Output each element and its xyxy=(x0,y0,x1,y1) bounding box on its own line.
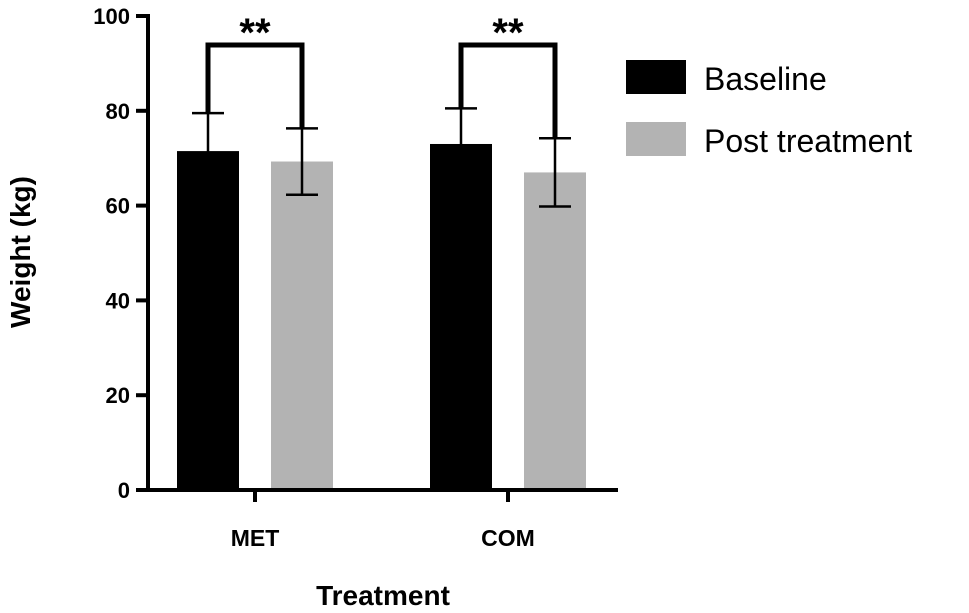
x-axis-title: Treatment xyxy=(316,580,450,611)
significance-bracket xyxy=(458,42,558,139)
legend-swatch xyxy=(626,122,686,156)
y-tick-label: 20 xyxy=(106,383,130,408)
x-tick-label: MET xyxy=(231,525,280,551)
legend: Baseline Post treatment xyxy=(626,60,912,159)
y-axis-title: Weight (kg) xyxy=(5,176,36,328)
y-ticks: 0 20 40 60 80 100 xyxy=(93,4,148,503)
y-tick-label: 40 xyxy=(106,288,130,313)
x-ticks: MET COM xyxy=(231,490,535,551)
legend-label: Baseline xyxy=(704,61,827,97)
x-tick-label: COM xyxy=(481,525,535,551)
significance-bracket xyxy=(205,42,305,129)
bar-post-treatment-met xyxy=(271,161,333,490)
bars-layer xyxy=(177,143,586,491)
bar-baseline-com xyxy=(430,143,492,491)
significance-label: ** xyxy=(239,11,271,55)
significance-layer: ** ** xyxy=(205,11,558,139)
y-tick-label: 0 xyxy=(118,478,130,503)
error-bars-layer xyxy=(192,107,571,208)
bar-baseline-met xyxy=(177,151,239,490)
y-tick-label: 100 xyxy=(93,4,130,29)
significance-label: ** xyxy=(492,11,524,55)
y-tick-label: 60 xyxy=(106,194,130,219)
y-tick-label: 80 xyxy=(106,99,130,124)
legend-swatch xyxy=(626,60,686,94)
legend-label: Post treatment xyxy=(704,123,912,159)
bar-post-treatment-com xyxy=(524,172,586,491)
